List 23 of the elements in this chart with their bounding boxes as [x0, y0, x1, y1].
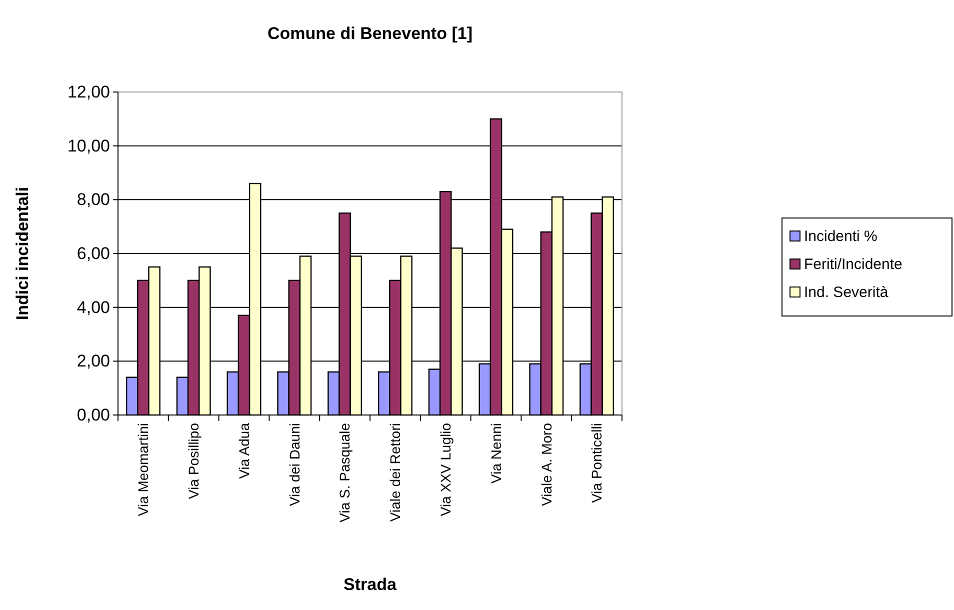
legend-label: Incidenti % — [804, 228, 878, 245]
x-axis-title: Strada — [344, 575, 397, 594]
x-tick-label: Via Posillipo — [186, 422, 202, 500]
x-tick-label: Viale A. Moro — [538, 422, 554, 506]
x-tick-label: Via S. Pasquale — [336, 422, 353, 522]
legend-label: Feriti/Incidente — [804, 256, 902, 273]
y-tick-label: 10,00 — [67, 136, 110, 156]
x-tick-label: Via Ponticelli — [588, 423, 605, 503]
chart-title: Comune di Benevento [1] — [268, 24, 472, 43]
y-axis-title: Indici incidentali — [13, 186, 32, 320]
y-tick-label: 12,00 — [67, 82, 110, 102]
x-tick-label: Via dei Dauni — [286, 423, 302, 506]
x-tick-label: Via Nenni — [488, 423, 504, 484]
y-tick-label: 0,00 — [76, 405, 110, 424]
x-tick-label: Via XXV Luglio — [438, 422, 454, 516]
x-tick-label: Via Adua — [236, 422, 252, 479]
y-tick-label: 4,00 — [76, 298, 110, 317]
y-tick-label: 8,00 — [76, 190, 110, 210]
x-tick-label: Via Meomartini — [135, 423, 152, 516]
y-tick-label: 6,00 — [76, 244, 110, 263]
y-tick-label: 2,00 — [76, 352, 110, 371]
legend-label: Ind. Severità — [804, 284, 889, 301]
x-tick-label: Viale dei Rettori — [387, 423, 404, 522]
